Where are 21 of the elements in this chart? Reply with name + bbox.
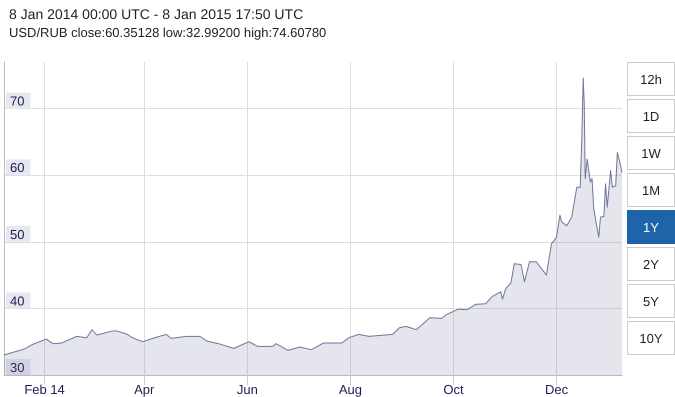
range-button[interactable]: 1W [627, 136, 675, 170]
y-tick-label: 60 [10, 160, 24, 176]
range-button[interactable]: 12h [627, 62, 675, 96]
x-tick-label: Apr [134, 382, 156, 397]
range-button[interactable]: 5Y [627, 284, 675, 318]
x-tick-label: Dec [544, 382, 569, 397]
y-tick-label: 70 [10, 94, 24, 109]
x-tick-label: Jun [236, 382, 258, 397]
y-tick-label: 50 [10, 226, 24, 242]
y-tick-label: 40 [10, 293, 24, 308]
range-button[interactable]: 1Y [627, 210, 675, 244]
y-tick-label: 30 [10, 360, 24, 375]
x-tick-label: Feb 14 [24, 382, 65, 397]
range-button[interactable]: 2Y [627, 247, 675, 281]
range-button[interactable]: 10Y [627, 321, 675, 355]
chart-title: 8 Jan 2014 00:00 UTC - 8 Jan 2015 17:50 UTC [9, 6, 304, 22]
x-tick-label: Aug [338, 382, 362, 397]
chart-subtitle: USD/RUB close:60.35128 low:32.99200 high:74.60780 [9, 25, 326, 40]
range-button[interactable]: 1D [627, 99, 675, 133]
range-button[interactable]: 1M [627, 173, 675, 207]
x-tick-label: Oct [443, 382, 464, 397]
